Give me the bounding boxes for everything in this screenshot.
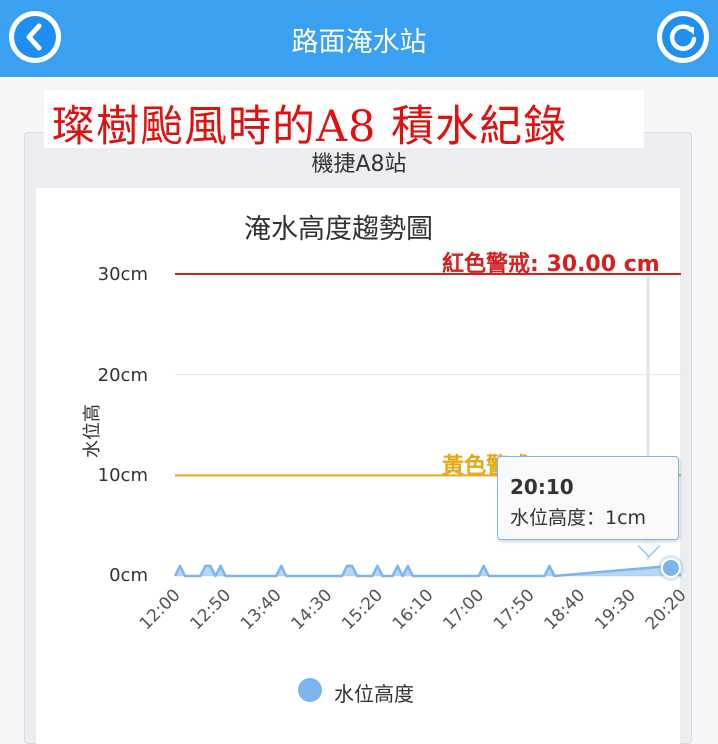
- refresh-button[interactable]: [657, 11, 709, 63]
- tooltip-value: 水位高度：1cm: [510, 507, 647, 529]
- hover-point: [660, 557, 681, 578]
- annotation-banner: 璨樹颱風時的A8 積水紀錄: [44, 90, 644, 152]
- x-tick-label: 12:50: [186, 585, 235, 634]
- series-line: [173, 564, 682, 578]
- refresh-button-fill: [662, 16, 704, 58]
- legend-marker: [298, 678, 322, 702]
- top-app-bar: 路面淹水站: [0, 0, 718, 77]
- y-tick-label: 10cm: [97, 465, 148, 486]
- back-button-fill: [14, 16, 56, 58]
- x-tick-label: 17:50: [490, 585, 539, 634]
- tooltip-time: 20:10: [510, 475, 574, 499]
- x-tick-label: 18:40: [541, 585, 590, 634]
- y-tick-label: 20cm: [97, 365, 148, 386]
- x-tick-label: 12:00: [136, 585, 185, 634]
- x-tick-label: 14:30: [288, 585, 337, 634]
- page-title: 路面淹水站: [291, 27, 427, 58]
- x-tick-label: 13:40: [237, 585, 286, 634]
- series-area: [175, 565, 681, 576]
- chevron-left-icon: [26, 23, 42, 51]
- x-tick-label: 19:30: [591, 585, 640, 634]
- back-button[interactable]: [9, 11, 61, 63]
- annotation-text: 璨樹颱風時的A8 積水紀錄: [52, 102, 568, 152]
- chart-title: 淹水高度趨勢圖: [244, 214, 433, 245]
- y-tick-label: 30cm: [97, 264, 148, 285]
- red-alert-label: 紅色警戒: 30.00 cm: [442, 252, 660, 277]
- refresh-icon: [669, 24, 697, 51]
- x-tick-label: 16:10: [389, 585, 438, 634]
- station-name: 機捷A8站: [311, 152, 407, 177]
- x-tick-label: 15:20: [338, 585, 387, 634]
- y-tick-label: 0cm: [109, 565, 148, 586]
- x-tick-label: 20:20: [642, 585, 691, 634]
- x-tick-label: 17:00: [439, 585, 488, 634]
- data-tooltip: 20:10 水位高度：1cm: [497, 456, 679, 540]
- legend-label: 水位高度: [334, 682, 414, 706]
